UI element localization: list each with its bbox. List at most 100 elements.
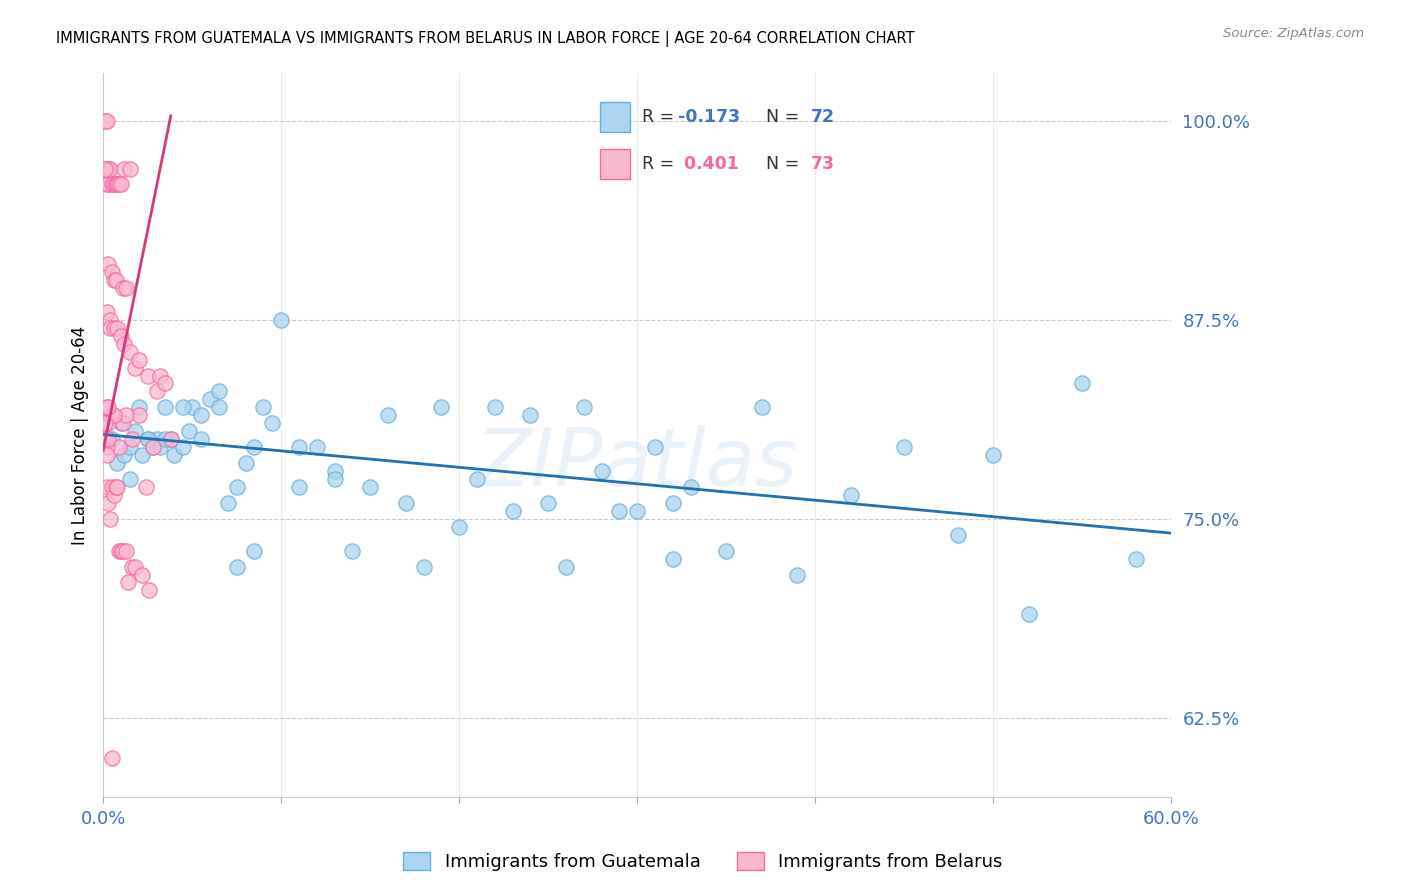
- Point: [98, 161, 121, 176]
- Point: [262, 417, 284, 431]
- Point: [110, 543, 132, 558]
- Point: [111, 417, 134, 431]
- Point: [243, 543, 266, 558]
- Point: [430, 401, 453, 415]
- Text: 0.401: 0.401: [678, 155, 740, 173]
- Point: [98, 312, 121, 326]
- Point: [519, 409, 541, 423]
- Point: [118, 440, 141, 454]
- Point: [243, 440, 266, 454]
- Point: [118, 344, 141, 359]
- Point: [751, 401, 773, 415]
- Point: [124, 360, 146, 375]
- Point: [172, 440, 194, 454]
- Point: [115, 281, 138, 295]
- Point: [97, 432, 120, 446]
- Point: [104, 273, 127, 287]
- Point: [97, 257, 120, 271]
- Point: [97, 161, 120, 176]
- Point: [136, 368, 159, 383]
- Point: [96, 401, 118, 415]
- Point: [103, 273, 125, 287]
- Point: [105, 456, 128, 470]
- Point: [96, 305, 118, 319]
- Point: [98, 320, 121, 334]
- Point: [155, 432, 177, 446]
- Point: [118, 472, 141, 486]
- Point: [118, 161, 141, 176]
- Point: [142, 440, 165, 454]
- Point: [662, 551, 685, 566]
- Point: [114, 161, 136, 176]
- Point: [190, 432, 212, 446]
- Point: [114, 448, 136, 462]
- Point: [270, 312, 292, 326]
- Point: [155, 401, 177, 415]
- Point: [124, 559, 146, 574]
- Point: [101, 480, 124, 494]
- Point: [131, 448, 153, 462]
- Point: [97, 401, 120, 415]
- Point: [449, 520, 471, 534]
- Text: N =: N =: [766, 155, 804, 173]
- Point: [110, 328, 132, 343]
- Point: [198, 392, 221, 407]
- Legend: Immigrants from Guatemala, Immigrants from Belarus: Immigrants from Guatemala, Immigrants fr…: [396, 845, 1010, 879]
- Point: [1018, 607, 1040, 622]
- Point: [502, 504, 524, 518]
- Point: [108, 178, 131, 192]
- Point: [235, 456, 257, 470]
- Text: 73: 73: [811, 155, 835, 173]
- Point: [101, 178, 124, 192]
- Point: [104, 480, 127, 494]
- Point: [121, 559, 143, 574]
- Point: [679, 480, 702, 494]
- Point: [98, 409, 121, 423]
- Point: [149, 440, 172, 454]
- Point: [208, 401, 231, 415]
- Point: [1125, 551, 1147, 566]
- Point: [103, 178, 125, 192]
- Point: [142, 440, 165, 454]
- Point: [136, 432, 159, 446]
- Point: [395, 496, 418, 510]
- Point: [555, 559, 578, 574]
- Point: [145, 432, 167, 446]
- Point: [94, 417, 117, 431]
- Point: [225, 559, 247, 574]
- Text: R =: R =: [643, 108, 679, 126]
- Point: [105, 178, 128, 192]
- Point: [163, 448, 186, 462]
- Point: [484, 401, 506, 415]
- Point: [105, 178, 128, 192]
- Text: N =: N =: [766, 108, 804, 126]
- Point: [94, 161, 117, 176]
- Point: [96, 178, 118, 192]
- Point: [128, 401, 150, 415]
- Point: [110, 417, 132, 431]
- Point: [981, 448, 1004, 462]
- Point: [135, 480, 157, 494]
- Point: [105, 320, 128, 334]
- Point: [190, 409, 212, 423]
- Point: [288, 480, 311, 494]
- Point: [412, 559, 434, 574]
- Point: [111, 543, 134, 558]
- Point: [644, 440, 666, 454]
- Point: [323, 472, 346, 486]
- Point: [138, 583, 160, 598]
- Point: [97, 417, 120, 431]
- Point: [96, 440, 118, 454]
- Text: R =: R =: [643, 155, 679, 173]
- FancyBboxPatch shape: [599, 102, 630, 132]
- Point: [103, 488, 125, 502]
- Text: -0.173: -0.173: [678, 108, 741, 126]
- Point: [377, 409, 399, 423]
- Y-axis label: In Labor Force | Age 20-64: In Labor Force | Age 20-64: [72, 326, 89, 545]
- Point: [145, 384, 167, 399]
- Point: [94, 432, 117, 446]
- Point: [181, 401, 204, 415]
- Point: [96, 113, 118, 128]
- Point: [97, 178, 120, 192]
- Point: [117, 575, 139, 590]
